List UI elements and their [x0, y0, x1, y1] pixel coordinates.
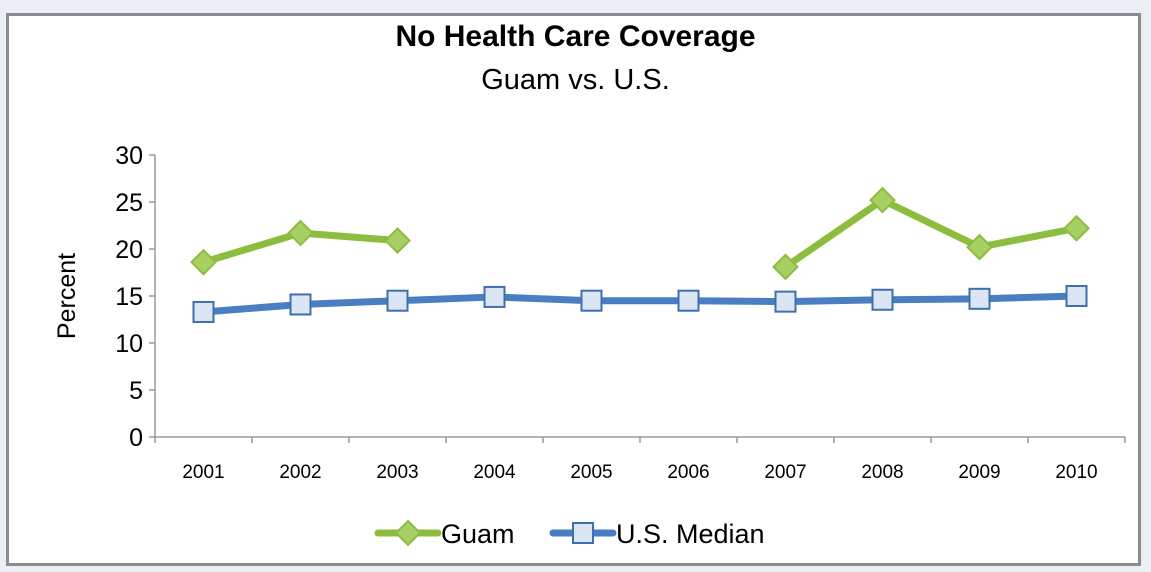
x-tick-label: 2005 — [570, 462, 612, 483]
x-tick-label: 2008 — [861, 462, 903, 483]
x-tick-label: 2009 — [958, 462, 1000, 483]
y-tick-label: 5 — [129, 377, 143, 405]
data-point — [968, 287, 991, 310]
x-tick-label: 2002 — [279, 462, 321, 483]
data-point — [580, 289, 603, 312]
y-tick-label: 15 — [115, 283, 143, 311]
y-tick-label: 0 — [129, 424, 143, 452]
data-point — [869, 186, 896, 214]
legend: Guam U.S. Median — [374, 519, 765, 549]
legend-label: U.S. Median — [616, 519, 765, 549]
chart-subtitle: Guam vs. U.S. — [481, 64, 670, 96]
data-point — [192, 300, 215, 323]
data-point — [871, 288, 894, 311]
series-guam — [190, 186, 1090, 281]
x-tick-label: 2006 — [667, 462, 709, 483]
data-point — [1065, 285, 1088, 307]
series-u-s-median — [192, 285, 1088, 323]
data-point — [287, 219, 314, 247]
data-point — [772, 253, 799, 281]
legend-marker — [394, 519, 422, 547]
y-tick-label: 25 — [115, 189, 143, 217]
data-point — [966, 233, 993, 261]
legend-label: Guam — [441, 519, 515, 549]
y-tick-label: 30 — [115, 142, 143, 170]
x-tick-label: 2010 — [1055, 462, 1097, 483]
x-tick-label: 2001 — [182, 462, 224, 483]
legend-item: U.S. Median — [549, 519, 765, 549]
data-point — [677, 289, 700, 312]
y-tick-label: 10 — [115, 330, 143, 358]
chart-title: No Health Care Coverage — [395, 20, 756, 53]
legend-item: Guam — [374, 519, 515, 549]
x-tick-label: 2007 — [764, 462, 806, 483]
data-point — [289, 293, 312, 316]
data-point — [483, 285, 506, 308]
x-tick-label: 2004 — [473, 462, 516, 483]
data-point — [1063, 214, 1090, 242]
series-line — [200, 292, 1080, 316]
data-point — [774, 290, 797, 313]
data-point — [384, 227, 411, 254]
chart-frame — [6, 13, 1141, 566]
data-point — [190, 248, 217, 276]
y-axis-label: Percent — [53, 253, 81, 339]
series-line — [782, 196, 1080, 271]
x-tick-label: 2003 — [376, 462, 418, 483]
y-tick-label: 20 — [115, 236, 143, 264]
data-point — [386, 289, 409, 312]
legend-marker — [572, 522, 594, 544]
